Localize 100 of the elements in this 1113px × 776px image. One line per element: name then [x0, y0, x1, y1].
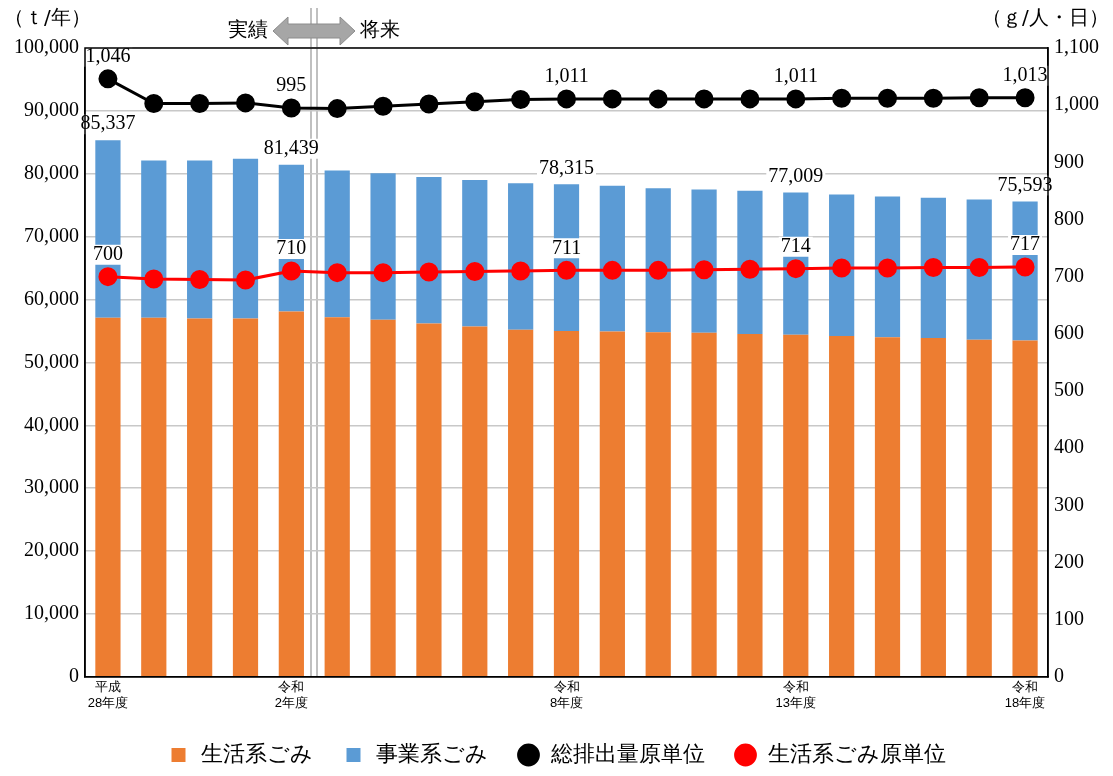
total-label: 77,009 — [768, 163, 824, 186]
point — [465, 92, 485, 112]
point — [740, 89, 760, 109]
bar — [553, 330, 580, 677]
bar — [324, 170, 350, 318]
bar — [691, 332, 717, 677]
point — [969, 88, 989, 108]
y-tick-label: 0 — [69, 664, 79, 687]
data-label: 995 — [276, 73, 307, 96]
bar — [141, 317, 167, 677]
bar — [874, 337, 901, 677]
y2-tick-label: 100 — [1054, 606, 1084, 629]
point — [327, 99, 347, 119]
bar — [232, 318, 259, 677]
bar — [508, 183, 534, 330]
y-axis-title: （ｔ/年） — [4, 4, 91, 31]
point — [419, 262, 439, 282]
bar — [462, 180, 488, 327]
bar — [691, 189, 717, 333]
point — [1015, 257, 1035, 277]
point — [786, 89, 806, 109]
data-label: 717 — [1010, 232, 1041, 255]
point — [740, 259, 760, 279]
y2-tick-label: 400 — [1054, 435, 1084, 458]
point — [98, 69, 118, 89]
y-tick-label: 30,000 — [24, 475, 79, 498]
point — [832, 88, 852, 108]
point — [648, 260, 668, 280]
data-label: 1,046 — [85, 44, 131, 67]
data-label: 1,011 — [544, 64, 589, 87]
bar — [966, 199, 992, 340]
y-tick-label: 20,000 — [24, 538, 79, 561]
bar — [829, 335, 855, 677]
point — [511, 89, 531, 109]
point — [694, 89, 714, 109]
data-label: 710 — [276, 236, 307, 259]
point — [144, 93, 164, 113]
y2-tick-label: 500 — [1054, 378, 1084, 401]
point — [969, 258, 989, 278]
point — [923, 258, 943, 278]
text: 実績 — [228, 16, 269, 43]
bar — [874, 196, 901, 338]
point — [923, 88, 943, 108]
text: 将来 — [360, 16, 401, 43]
data-label: 1,011 — [773, 64, 818, 87]
y-tick-label: 10,000 — [24, 601, 79, 624]
legend-label: 事業系ごみ — [375, 741, 488, 767]
y-tick-label: 80,000 — [24, 161, 79, 184]
bar — [783, 334, 809, 677]
point — [1015, 88, 1035, 108]
point — [602, 260, 622, 280]
y2-tick-label: 200 — [1054, 549, 1084, 572]
y2-tick-label: 300 — [1054, 492, 1084, 515]
y-tick-label: 100,000 — [14, 35, 79, 58]
bar — [737, 334, 763, 677]
x-tick-label: 令和 8年度 — [549, 679, 584, 710]
legend-label: 生活系ごみ原単位 — [767, 741, 946, 767]
point — [648, 89, 668, 109]
point — [98, 267, 118, 287]
bar — [370, 173, 396, 320]
point — [786, 259, 806, 279]
y2-tick-label: 0 — [1054, 664, 1064, 687]
bar — [737, 190, 763, 335]
point — [236, 93, 255, 113]
bar — [599, 331, 625, 677]
point — [557, 260, 576, 280]
y2-tick-label: 700 — [1054, 263, 1084, 286]
data-label: 700 — [92, 241, 123, 264]
legend-label: 生活系ごみ — [200, 741, 313, 767]
y2-tick-label: 800 — [1054, 206, 1084, 229]
y-tick-label: 40,000 — [24, 412, 79, 435]
point — [878, 258, 897, 278]
point — [511, 261, 531, 281]
bar — [232, 158, 259, 319]
bar — [645, 188, 671, 333]
bar — [416, 323, 442, 677]
point — [281, 261, 301, 281]
bar — [645, 332, 671, 677]
bar — [920, 197, 946, 338]
point — [190, 93, 210, 113]
y-tick-label: 70,000 — [24, 223, 79, 246]
point — [281, 98, 301, 118]
bar — [187, 160, 213, 319]
data-label: 711 — [551, 235, 582, 258]
y2-tick-label: 900 — [1054, 149, 1084, 172]
y2-tick-label: 1,100 — [1054, 35, 1099, 58]
bar — [324, 317, 350, 677]
point — [419, 94, 439, 114]
point — [144, 269, 164, 289]
bar — [370, 319, 396, 677]
point — [373, 263, 393, 283]
bar — [508, 329, 534, 677]
total-label: 81,439 — [263, 135, 319, 158]
data-label: 1,013 — [1002, 62, 1048, 85]
point — [557, 89, 576, 109]
bar — [599, 185, 625, 332]
y2-tick-label: 1,000 — [1054, 92, 1099, 115]
legend-label: 総排出量原単位 — [549, 741, 705, 767]
bar — [920, 337, 946, 677]
y-tick-label: 90,000 — [24, 98, 79, 121]
